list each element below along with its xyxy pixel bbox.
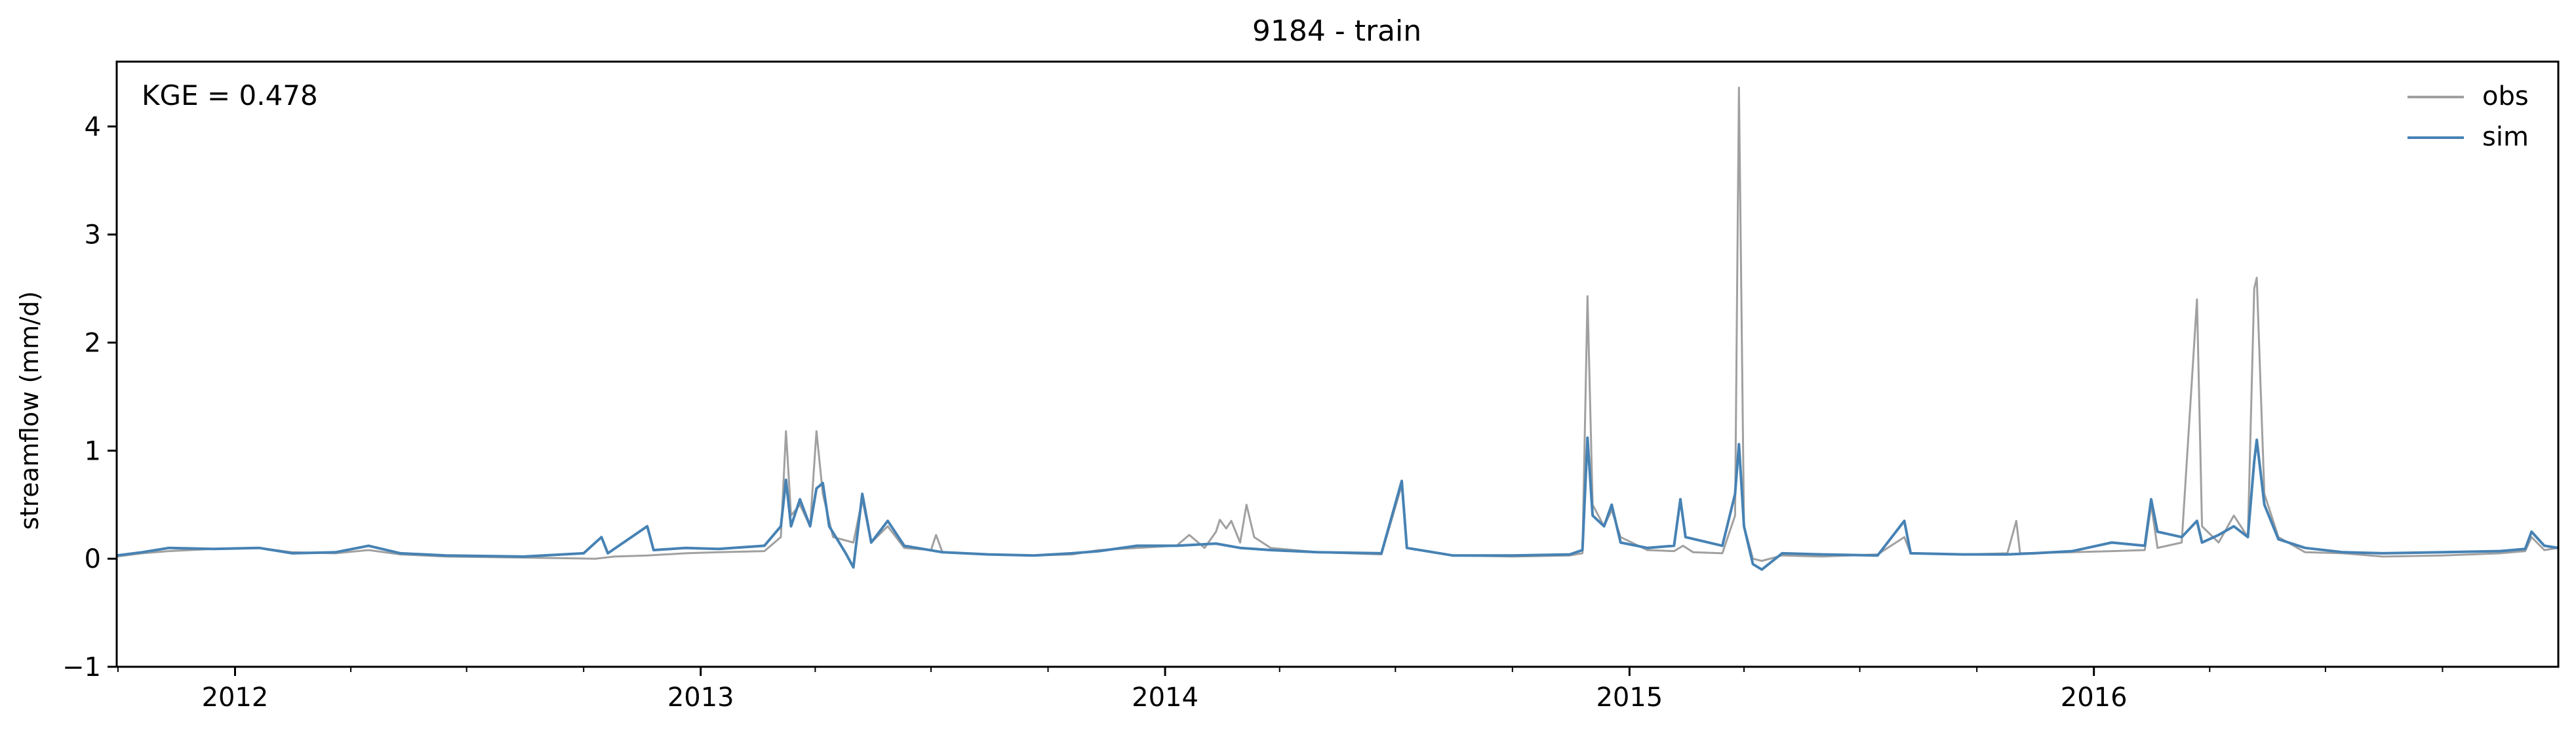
series-layer: [116, 87, 2559, 571]
y-tick-label-2: 1: [85, 436, 101, 466]
x-tick-label-0: 2012: [202, 683, 269, 713]
y-axis: −1 0 1 2 3 4: [62, 112, 117, 683]
x-tick-label-3: 2015: [1596, 683, 1663, 713]
legend-label-sim: sim: [2482, 122, 2529, 152]
x-tick-label-4: 2016: [2061, 683, 2128, 713]
y-tick-label-5: 4: [85, 112, 101, 142]
plot-frame: [115, 60, 2560, 668]
x-tick-label-1: 2013: [667, 683, 734, 713]
y-tick-label-3: 2: [85, 328, 101, 359]
series-line-sim: [116, 436, 2559, 571]
y-tick-label-4: 3: [85, 220, 101, 250]
y-tick-label-0: −1: [62, 652, 101, 683]
y-axis-label: streamflow (mm/d): [15, 291, 44, 530]
kge-annotation: KGE = 0.478: [142, 79, 318, 111]
legend: obs sim: [2408, 81, 2529, 152]
x-axis: 2012 2013 2014 2015 2016: [117, 667, 2444, 713]
legend-label-obs: obs: [2482, 81, 2529, 111]
y-tick-label-1: 0: [85, 544, 101, 574]
x-tick-label-2: 2014: [1132, 683, 1199, 713]
chart-title: 9184 - train: [1252, 14, 1421, 48]
